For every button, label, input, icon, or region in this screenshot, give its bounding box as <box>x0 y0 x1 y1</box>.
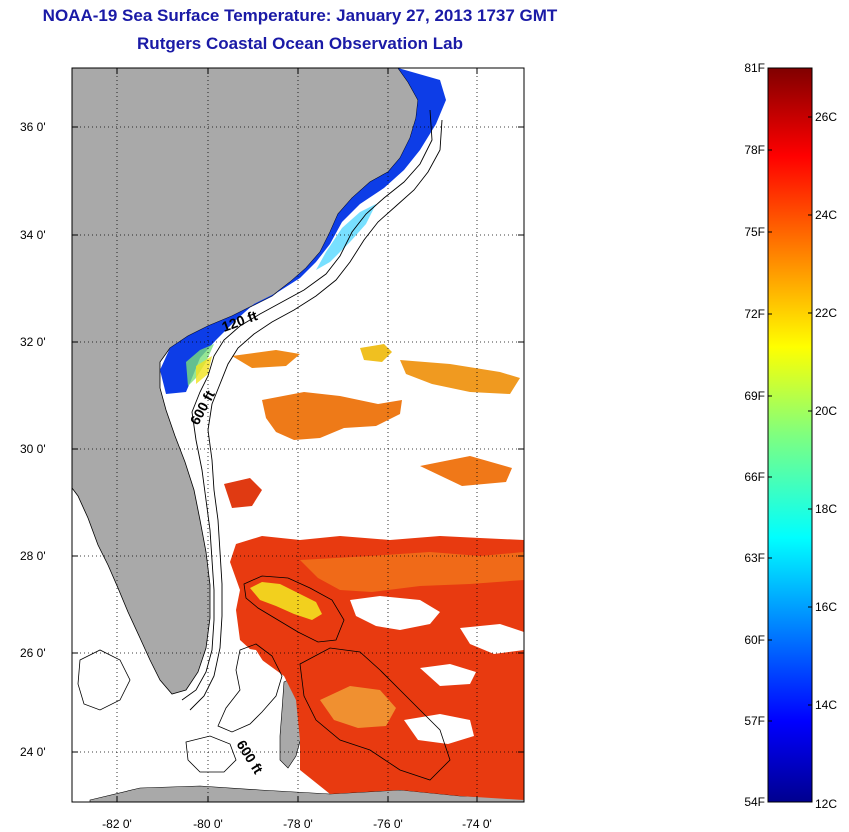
sst-patch-orange-29n-e <box>420 456 512 486</box>
colorbar-label-f: 81F <box>744 61 765 75</box>
map-title: NOAA-19 Sea Surface Temperature: January… <box>42 6 558 25</box>
y-tick-label: 32 0' <box>20 335 46 349</box>
y-tick-label: 24 0' <box>20 745 46 759</box>
cloud-gap-2 <box>460 624 524 654</box>
x-tick-label: -82 0' <box>102 817 132 831</box>
y-tick-label: 30 0' <box>20 442 46 456</box>
colorbar-ticks <box>768 67 812 722</box>
colorbar-label-f: 69F <box>744 389 765 403</box>
colorbar-label-c: 12C <box>815 797 838 811</box>
x-tick-label: -80 0' <box>193 817 223 831</box>
contour-bahamas-south <box>217 643 283 733</box>
sst-bank-orange <box>320 686 396 728</box>
y-tick-label: 36 0' <box>20 120 46 134</box>
sst-patch-yellow-32n <box>360 344 392 362</box>
colorbar-label-f: 75F <box>744 225 765 239</box>
cloud-gap-1 <box>350 596 440 630</box>
colorbar-label-f: 66F <box>744 470 765 484</box>
cloud-gap-5 <box>230 646 270 690</box>
colorbar-label-c: 20C <box>815 404 838 418</box>
colorbar-label-f: 54F <box>744 795 765 809</box>
colorbar-label-c: 18C <box>815 502 838 516</box>
x-tick-label: -76 0' <box>373 817 403 831</box>
map-subtitle: Rutgers Coastal Ocean Observation Lab <box>137 34 463 53</box>
x-tick-label: -74 0' <box>462 817 492 831</box>
contour-600ft <box>189 119 443 711</box>
colorbar-label-c: 16C <box>815 600 838 614</box>
colorbar-label-f: 78F <box>744 143 765 157</box>
sst-patch-orange-30n-e <box>400 360 520 394</box>
contour-grand-bahama-bank <box>243 575 345 643</box>
colorbar-label-c: 24C <box>815 208 838 222</box>
y-tick-label: 28 0' <box>20 549 46 563</box>
colorbar-label-f: 57F <box>744 714 765 728</box>
colorbar-gradient <box>767 67 813 803</box>
colorbar-label-f: 60F <box>744 633 765 647</box>
contour-120ft <box>181 109 433 701</box>
y-tick-label: 34 0' <box>20 228 46 242</box>
sst-bahamas-orange <box>300 552 524 592</box>
x-tick-label: -78 0' <box>283 817 313 831</box>
sst-little-bahama-yellow <box>250 582 322 620</box>
sst-patch-orange-31n <box>232 350 300 368</box>
colorbar-label-f: 63F <box>744 551 765 565</box>
sst-patch-orange-30n <box>262 392 402 440</box>
colorbar-label-c: 14C <box>815 698 838 712</box>
sst-coastal-yellow <box>196 356 212 384</box>
contour-keys <box>77 649 237 773</box>
colorbar-label-c: 22C <box>815 306 838 320</box>
map-grid <box>72 68 524 802</box>
y-tick-label: 26 0' <box>20 646 46 660</box>
colorbar-label-f: 72F <box>744 307 765 321</box>
contour-bahamas-east <box>299 647 451 781</box>
sst-patch-red-29n <box>224 478 262 508</box>
colorbar-label-c: 26C <box>815 110 838 124</box>
map-ticks <box>72 68 524 802</box>
cloud-gap-4 <box>420 664 476 686</box>
